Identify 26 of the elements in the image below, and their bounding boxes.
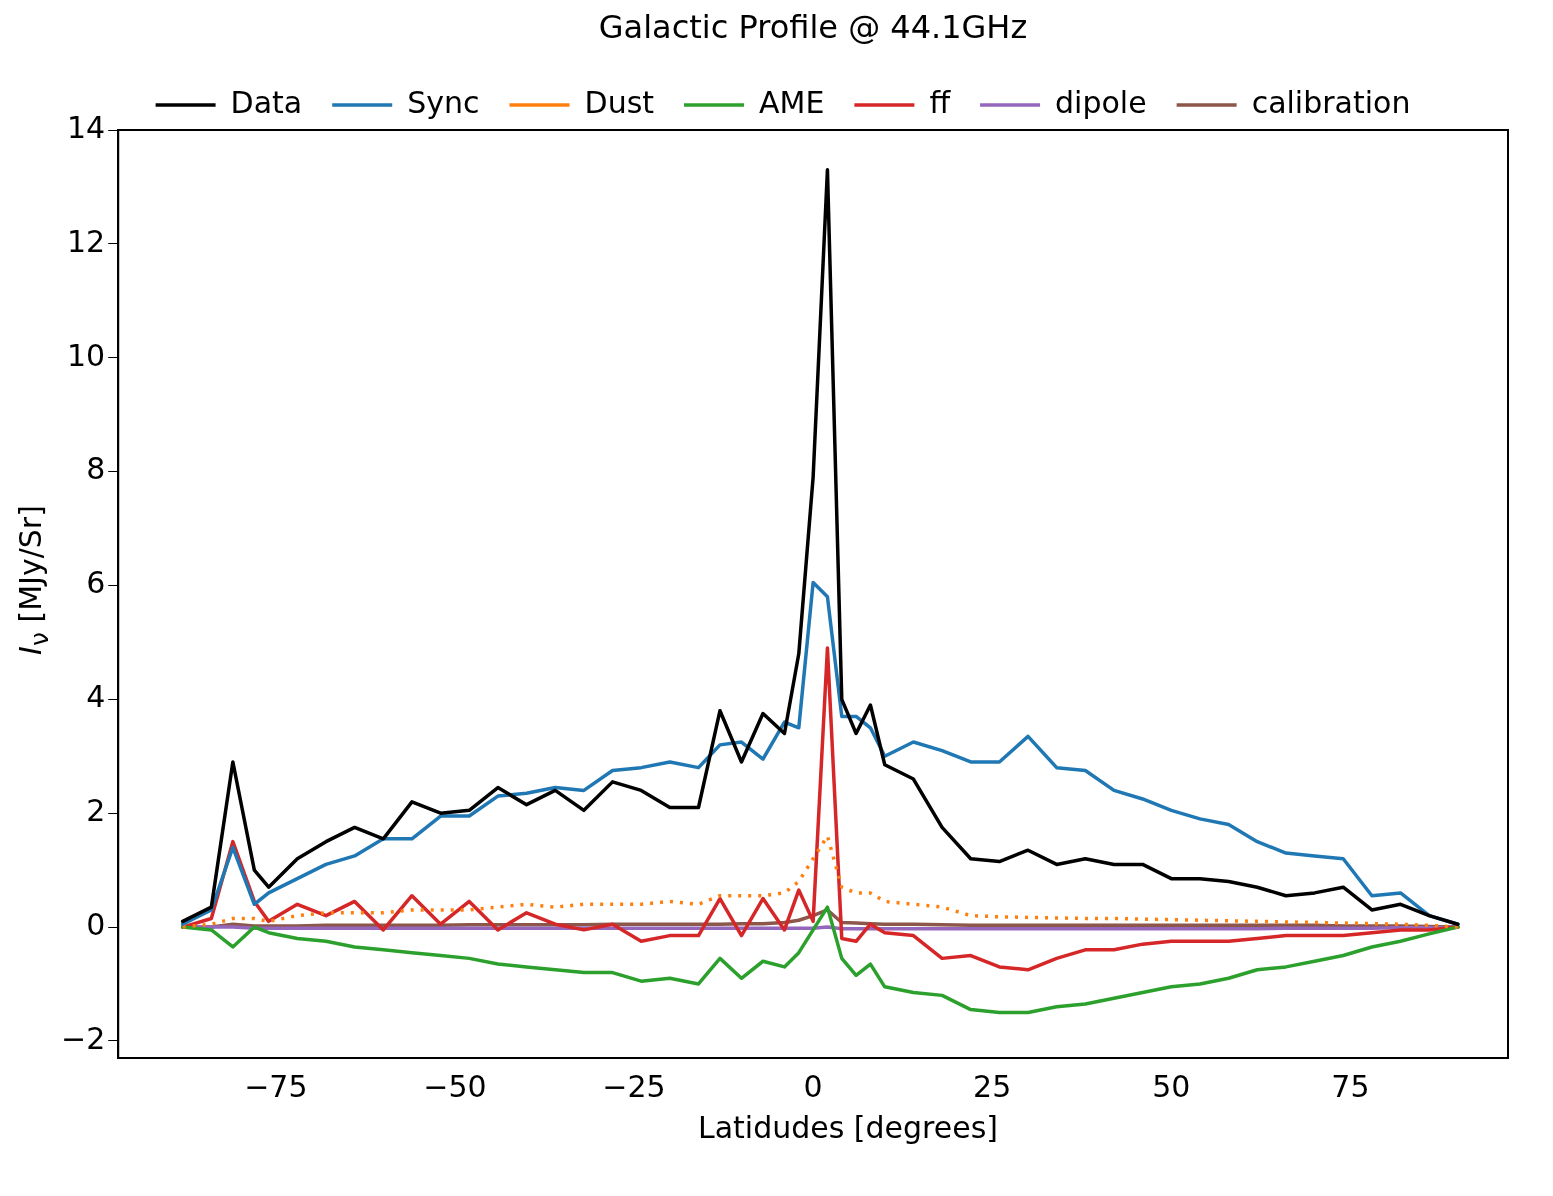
- x-tick-label: 25: [973, 1068, 1012, 1104]
- y-tick-label: 12: [67, 223, 106, 259]
- y-tick-label: 14: [67, 109, 106, 145]
- legend-label: dipole: [1055, 84, 1147, 120]
- y-tick-label: 6: [86, 565, 106, 601]
- y-tick-label: 0: [86, 906, 106, 942]
- legend-label: Data: [230, 84, 303, 120]
- legend-label: ff: [929, 84, 952, 120]
- y-tick-label: 10: [67, 337, 106, 373]
- y-tick-label: 8: [86, 451, 106, 487]
- legend-label: Dust: [584, 84, 655, 120]
- legend-label: AME: [759, 84, 825, 120]
- line-series: [180, 834, 1460, 929]
- x-tick-label: −25: [602, 1068, 666, 1104]
- y-tick-label: −2: [60, 1020, 106, 1056]
- legend-label: Sync: [407, 84, 480, 120]
- chart-title: Galactic Profile @ 44.1GHz: [597, 8, 1029, 46]
- x-tick-label: 75: [1331, 1068, 1370, 1104]
- legend-label: calibration: [1251, 84, 1411, 120]
- y-tick-label: 2: [86, 792, 106, 828]
- x-tick-label: −50: [423, 1068, 487, 1104]
- x-tick-label: 50: [1152, 1068, 1191, 1104]
- x-axis-title: Latidudes [degrees]: [696, 1110, 1000, 1145]
- x-tick-label: −75: [244, 1068, 308, 1104]
- x-tick-label: 0: [803, 1068, 823, 1104]
- y-tick-label: 4: [86, 679, 106, 715]
